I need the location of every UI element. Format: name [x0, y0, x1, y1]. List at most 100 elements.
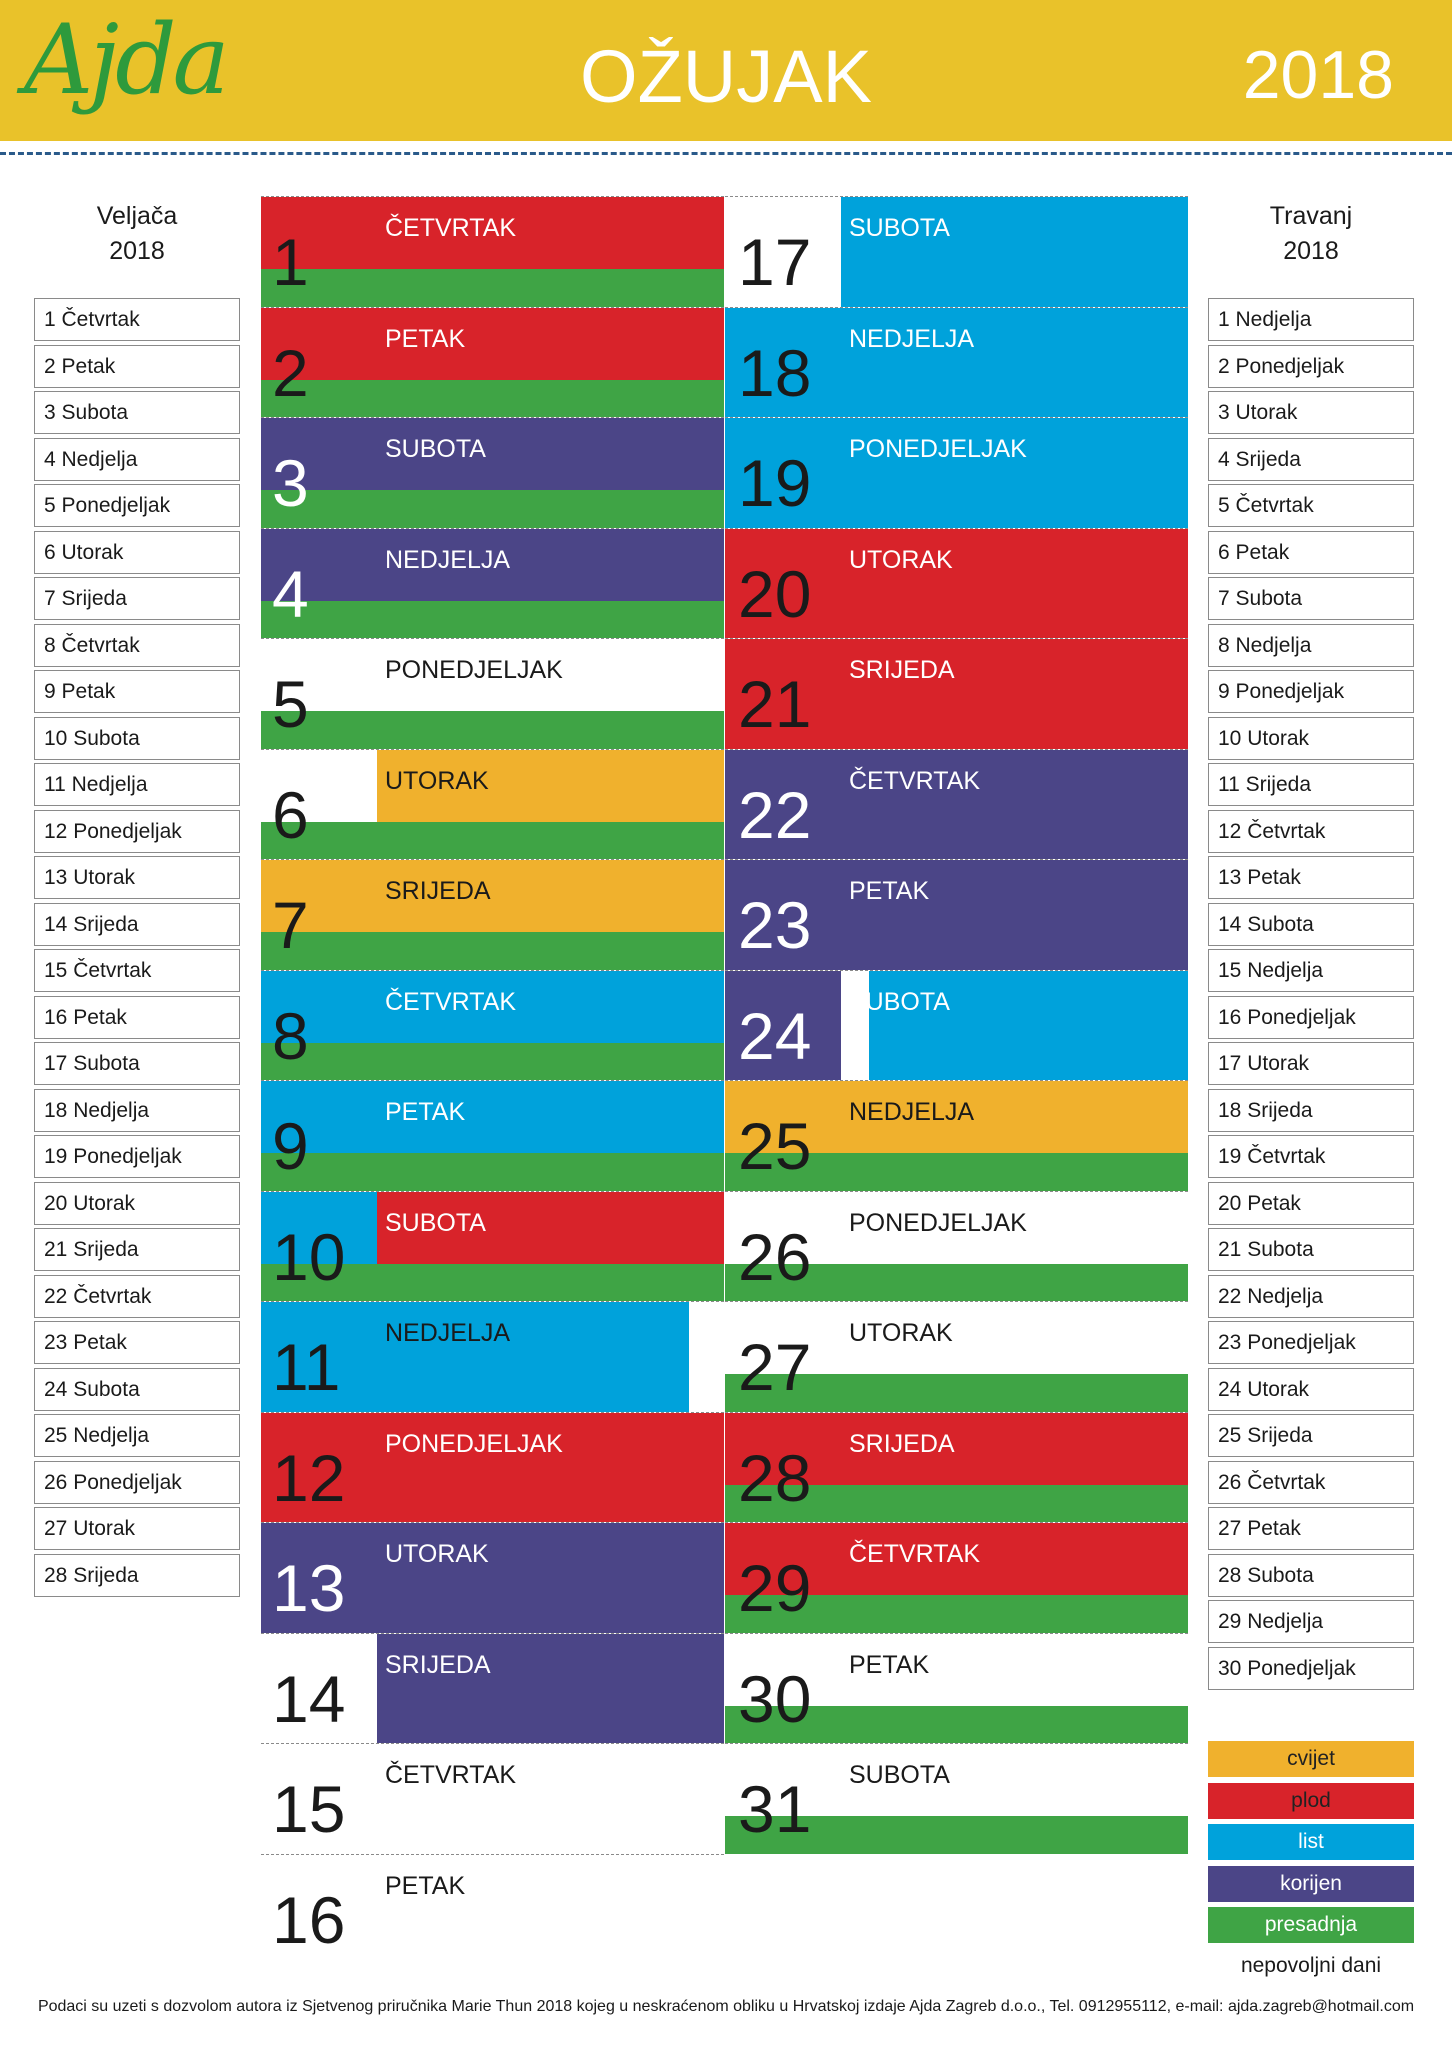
side-title: Travanj: [1269, 202, 1353, 230]
day-cell: 19 PONEDJELJAK: [725, 417, 1188, 528]
day-number: 24: [738, 998, 812, 1073]
day-number: 17: [738, 225, 812, 299]
color-segment: [261, 1081, 724, 1154]
side-day: 29 Nedjelja: [1208, 1600, 1414, 1643]
day-number: 18: [738, 335, 812, 410]
color-segment: [725, 1081, 1188, 1154]
side-day: 6 Petak: [1208, 530, 1414, 574]
day-name: SUBOTA: [385, 435, 486, 463]
presadnja-stripe: [261, 1153, 724, 1191]
side-day: 7 Subota: [1208, 577, 1414, 620]
day-name: ČETVRTAK: [385, 214, 517, 242]
day-number: 20: [738, 556, 812, 631]
side-day: 1 Nedjelja: [1208, 298, 1414, 341]
side-day: 6 Utorak: [34, 530, 240, 574]
legend-label: korijen: [1280, 1871, 1342, 1895]
side-year: 2018: [1283, 237, 1339, 265]
day-cell: 11 NEDJELJA: [261, 1301, 724, 1412]
day-name: ČETVRTAK: [849, 1540, 981, 1568]
day-cell: 6 UTORAK: [261, 748, 724, 859]
legend-note: nepovoljni dani: [1240, 1954, 1382, 1977]
day-cell: 24 SUBOTA: [725, 969, 1188, 1080]
footer: Podaci su uzeti s dozvolom autora iz Sje…: [37, 1998, 1415, 2015]
side-day: 22 Nedjelja: [1208, 1274, 1414, 1318]
side-day: 4 Nedjelja: [34, 437, 240, 481]
side-day: 17 Utorak: [1208, 1042, 1414, 1085]
side-day: 13 Petak: [1208, 856, 1414, 899]
day-name: NEDJELJA: [385, 545, 511, 574]
color-segment: [725, 528, 1188, 638]
color-segment: [261, 1744, 724, 1854]
side-day: 26 Četvrtak: [1208, 1460, 1414, 1504]
presadnja-stripe: [725, 1153, 1188, 1191]
side-day: 12 Četvrtak: [1208, 809, 1414, 853]
day-name: PETAK: [385, 324, 466, 353]
side-day: 16 Petak: [34, 995, 240, 1039]
color-segment: [725, 1412, 1188, 1486]
day-number: 16: [272, 1882, 346, 1957]
side-year: 2018: [109, 237, 165, 265]
side-day: 8 Nedjelja: [1208, 623, 1414, 667]
day-number: 21: [738, 667, 812, 741]
legend-item: korijen: [1208, 1865, 1414, 1902]
side-day: 23 Ponedjeljak: [1208, 1321, 1414, 1364]
color-segment: [261, 749, 377, 823]
color-segment: [261, 860, 724, 933]
side-day: 19 Ponedjeljak: [34, 1135, 240, 1178]
day-name: UTORAK: [385, 766, 489, 795]
day-number: 1: [272, 225, 309, 299]
side-day: 27 Utorak: [34, 1507, 240, 1550]
day-number: 3: [272, 446, 309, 520]
day-number: 2: [272, 335, 309, 410]
color-segment: [725, 197, 841, 307]
color-segment: [725, 418, 1188, 528]
color-segment: [840, 970, 869, 1080]
day-number: 12: [272, 1440, 346, 1515]
side-day: 10 Subota: [34, 716, 240, 760]
color-segment: [376, 749, 724, 823]
day-name: UTORAK: [385, 1540, 489, 1568]
day-name: PETAK: [385, 1871, 466, 1900]
day-cell: 31 SUBOTA: [725, 1743, 1188, 1854]
color-segment: [725, 307, 1188, 417]
day-name: PONEDJELJAK: [385, 1429, 563, 1458]
side-day: 1 Četvrtak: [34, 298, 240, 341]
legend-item: presadnja: [1208, 1907, 1414, 1943]
day-cell: 22 ČETVRTAK: [725, 748, 1188, 859]
side-day: 3 Subota: [34, 391, 240, 434]
color-segment: [261, 1191, 377, 1265]
color-segment: [261, 418, 724, 491]
color-segment: [689, 1302, 724, 1412]
side-day: 24 Utorak: [1208, 1367, 1414, 1411]
color-segment: [261, 197, 724, 270]
side-day: 2 Petak: [34, 344, 240, 388]
side-day: 23 Petak: [34, 1321, 240, 1364]
color-segment: [261, 1633, 377, 1743]
color-segment: [725, 639, 1188, 749]
day-name: ČETVRTAK: [385, 1761, 517, 1789]
color-segment: [725, 970, 841, 1080]
month-title: OŽUJAK: [580, 35, 872, 118]
side-title: Veljača: [96, 202, 178, 230]
side-day: 25 Nedjelja: [34, 1414, 240, 1457]
side-day: 20 Petak: [1208, 1181, 1414, 1225]
legend-item: list: [1208, 1824, 1414, 1860]
day-number: 8: [272, 998, 309, 1073]
presadnja-stripe: [725, 1484, 1188, 1522]
side-day: 21 Subota: [1208, 1228, 1414, 1271]
presadnja-stripe: [725, 1705, 1188, 1743]
side-day: 22 Četvrtak: [34, 1274, 240, 1318]
day-number: 11: [272, 1330, 341, 1404]
day-number: 29: [738, 1551, 812, 1625]
presadnja-stripe: [261, 269, 724, 307]
day-cell: 2 PETAK: [261, 306, 724, 417]
color-segment: [261, 1854, 724, 1964]
day-name: ČETVRTAK: [385, 987, 517, 1016]
day-cell: 20 UTORAK: [725, 527, 1188, 638]
day-name: SRIJEDA: [849, 1429, 955, 1458]
day-number: 10: [272, 1219, 346, 1294]
color-segment: [261, 1302, 690, 1412]
day-cell: 1 ČETVRTAK: [261, 196, 724, 307]
side-day: 14 Srijeda: [34, 902, 240, 946]
day-name: PONEDJELJAK: [385, 656, 563, 684]
